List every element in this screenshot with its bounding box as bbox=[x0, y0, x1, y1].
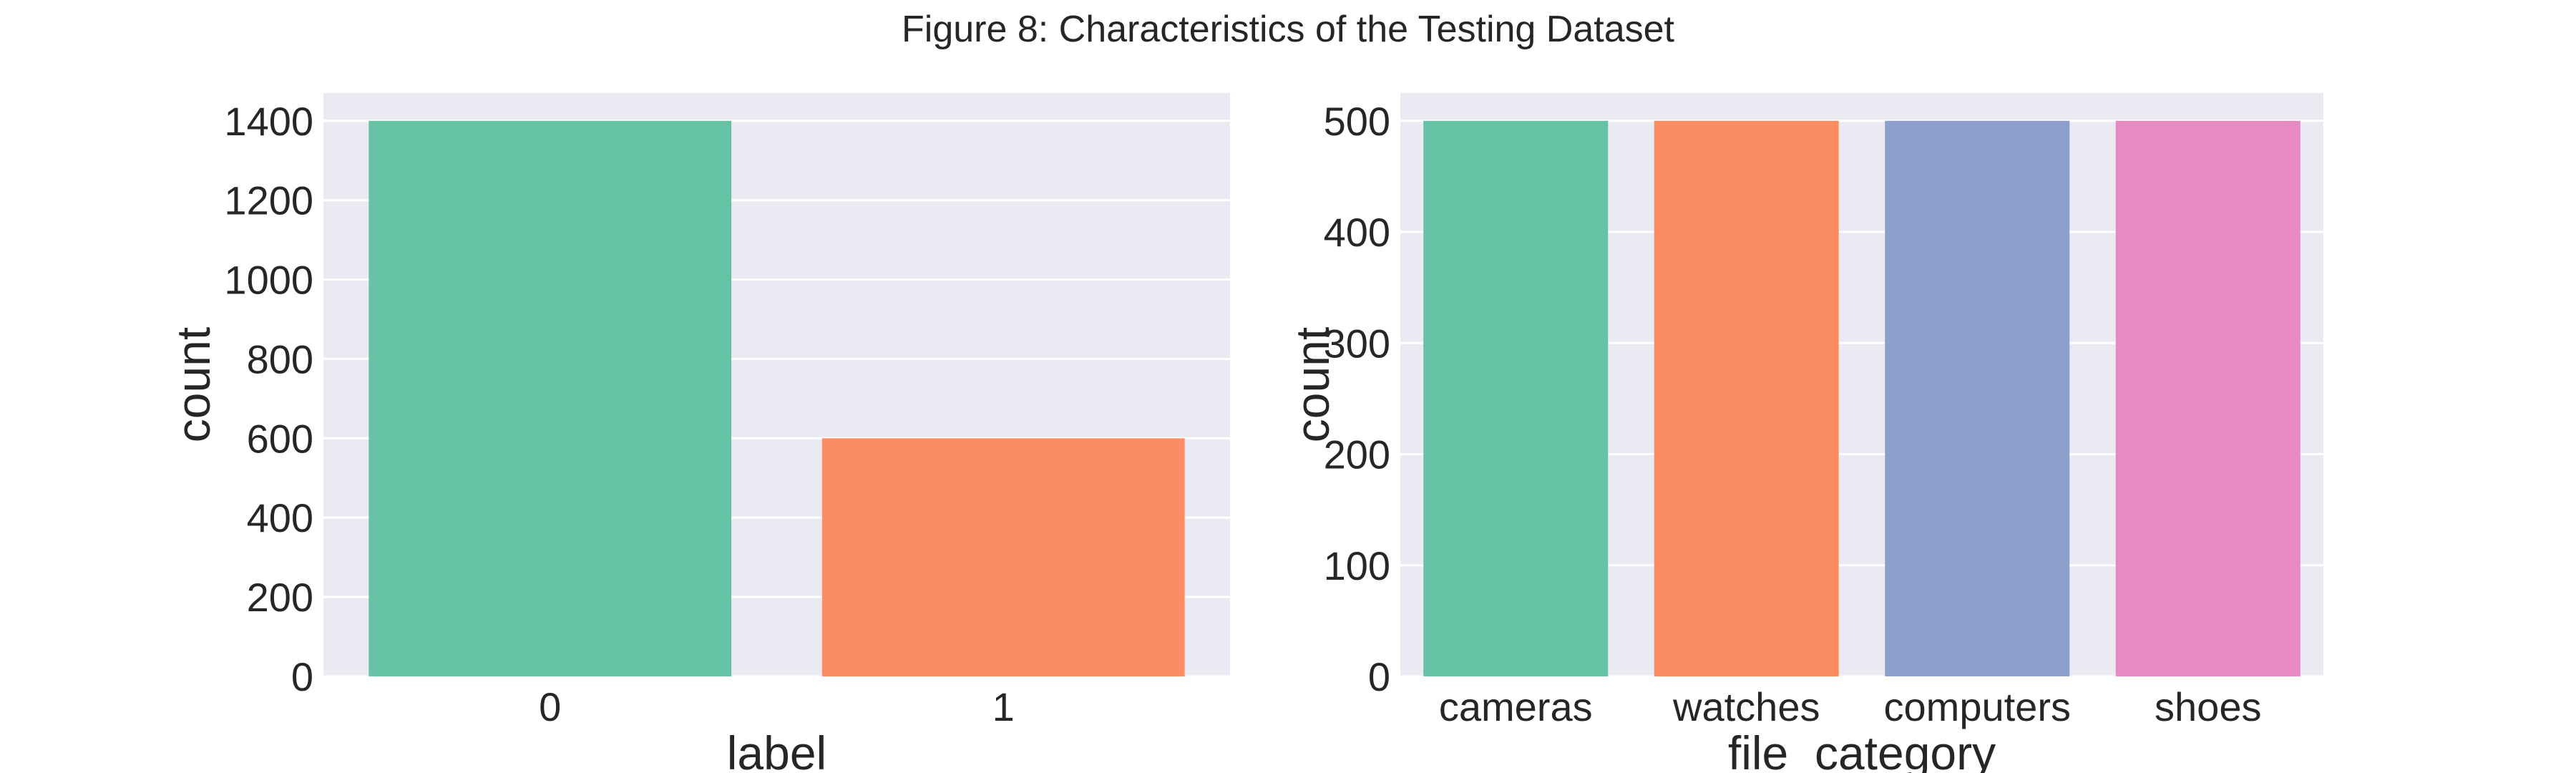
x-axis-label: file_category bbox=[1728, 726, 1996, 773]
x-axis-label: label bbox=[727, 726, 826, 773]
y-tick-label: 1000 bbox=[224, 258, 313, 303]
y-tick-label: 300 bbox=[1324, 321, 1390, 366]
y-tick-label: 0 bbox=[1368, 654, 1390, 699]
y-tick-label: 1200 bbox=[224, 178, 313, 223]
y-tick-label: 500 bbox=[1324, 99, 1390, 144]
y-axis-label: count bbox=[167, 327, 220, 442]
x-tick-label: cameras bbox=[1439, 684, 1593, 729]
x-tick-label: computers bbox=[1884, 684, 2071, 729]
bar-watches bbox=[1654, 120, 1839, 677]
y-tick-label: 400 bbox=[1324, 210, 1390, 255]
bar-shoes bbox=[2115, 120, 2301, 677]
y-tick-label: 800 bbox=[247, 336, 313, 381]
y-axis-label: count bbox=[1286, 327, 1339, 442]
bar-computers bbox=[1885, 120, 2070, 677]
chart-file-category-distribution: 0 100 200 300 400 500 cameras watches computers s… bbox=[1286, 93, 2323, 773]
y-tick-label: 400 bbox=[247, 495, 313, 540]
y-tick-label: 100 bbox=[1324, 543, 1390, 588]
chart-label-distribution: 0 200 400 600 800 1000 1200 1400 0 1 label count bbox=[167, 93, 1230, 773]
figure-title: Figure 8: Characteristics of the Testing… bbox=[902, 9, 1675, 50]
bar-cameras bbox=[1423, 120, 1609, 677]
x-tick-label: 1 bbox=[992, 684, 1015, 729]
x-tick-label: watches bbox=[1672, 684, 1820, 729]
y-tick-label: 0 bbox=[291, 654, 313, 699]
y-tick-label: 200 bbox=[247, 575, 313, 620]
y-tick-label: 600 bbox=[247, 416, 313, 461]
y-tick-label: 1400 bbox=[224, 99, 313, 144]
bar-1 bbox=[821, 438, 1185, 676]
x-tick-label: shoes bbox=[2155, 684, 2261, 729]
bar-0 bbox=[369, 120, 732, 677]
y-tick-label: 200 bbox=[1324, 432, 1390, 477]
x-tick-label: 0 bbox=[539, 684, 561, 729]
